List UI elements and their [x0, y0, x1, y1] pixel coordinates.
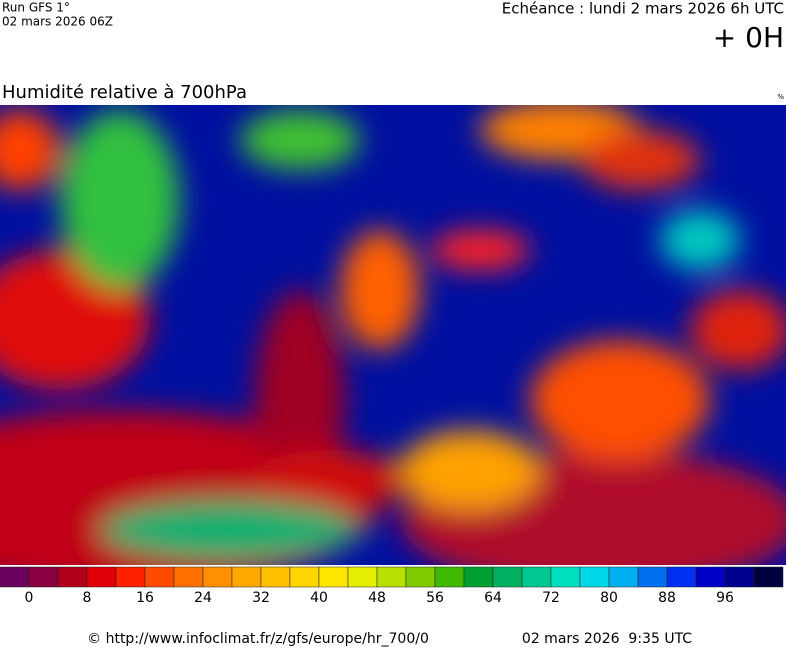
legend-swatch — [28, 566, 59, 588]
legend-swatch — [434, 566, 465, 588]
footer-source: © http://www.infoclimat.fr/z/gfs/europe/… — [87, 631, 429, 647]
legend-swatch — [695, 566, 726, 588]
legend-tick-label: 24 — [194, 590, 212, 606]
legend-swatch — [57, 566, 88, 588]
offset: + 0H — [713, 21, 784, 54]
map — [0, 105, 786, 565]
legend-swatch — [144, 566, 175, 588]
legend-swatch — [550, 566, 581, 588]
run-date: 02 mars 2026 06Z — [2, 15, 113, 29]
legend-tick-label: 56 — [426, 590, 444, 606]
legend-tick-label: 16 — [136, 590, 154, 606]
legend-tick-label: 72 — [542, 590, 560, 606]
legend-swatch — [521, 566, 552, 588]
legend-swatch — [289, 566, 320, 588]
legend-swatch — [173, 566, 204, 588]
legend-swatch — [753, 566, 784, 588]
legend-tick-label: 8 — [83, 590, 92, 606]
legend-tick-label: 32 — [252, 590, 270, 606]
legend-swatch — [724, 566, 755, 588]
legend-swatch — [463, 566, 494, 588]
legend-tick-label: 80 — [600, 590, 618, 606]
legend-swatch — [608, 566, 639, 588]
forecast: Echéance : lundi 2 mars 2026 6h UTC — [502, 0, 784, 18]
legend-swatch — [231, 566, 262, 588]
legend-tick-label: 88 — [658, 590, 676, 606]
legend-swatch — [579, 566, 610, 588]
run-label: Run GFS 1° — [2, 1, 70, 15]
legend: 0 8 16 24 32 40 48 56 64 72 80 88 96 — [0, 566, 784, 606]
legend-tick-label: 0 — [25, 590, 34, 606]
legend-swatch — [260, 566, 291, 588]
footer-date: 02 mars 2026 9:35 UTC — [522, 631, 692, 647]
legend-swatch — [318, 566, 349, 588]
legend-swatch — [0, 566, 30, 588]
legend-swatch — [347, 566, 378, 588]
legend-swatch — [202, 566, 233, 588]
legend-tick-label: 40 — [310, 590, 328, 606]
legend-tick-label: 96 — [716, 590, 734, 606]
legend-swatch — [376, 566, 407, 588]
legend-tick-label: 64 — [484, 590, 502, 606]
legend-swatch — [637, 566, 668, 588]
legend-tick-label: 48 — [368, 590, 386, 606]
legend-swatch — [115, 566, 146, 588]
map-title: Humidité relative à 700hPa — [2, 82, 247, 103]
legend-swatch — [666, 566, 697, 588]
legend-swatch — [405, 566, 436, 588]
legend-swatch — [86, 566, 117, 588]
legend-swatch — [492, 566, 523, 588]
unit: % — [777, 93, 784, 101]
